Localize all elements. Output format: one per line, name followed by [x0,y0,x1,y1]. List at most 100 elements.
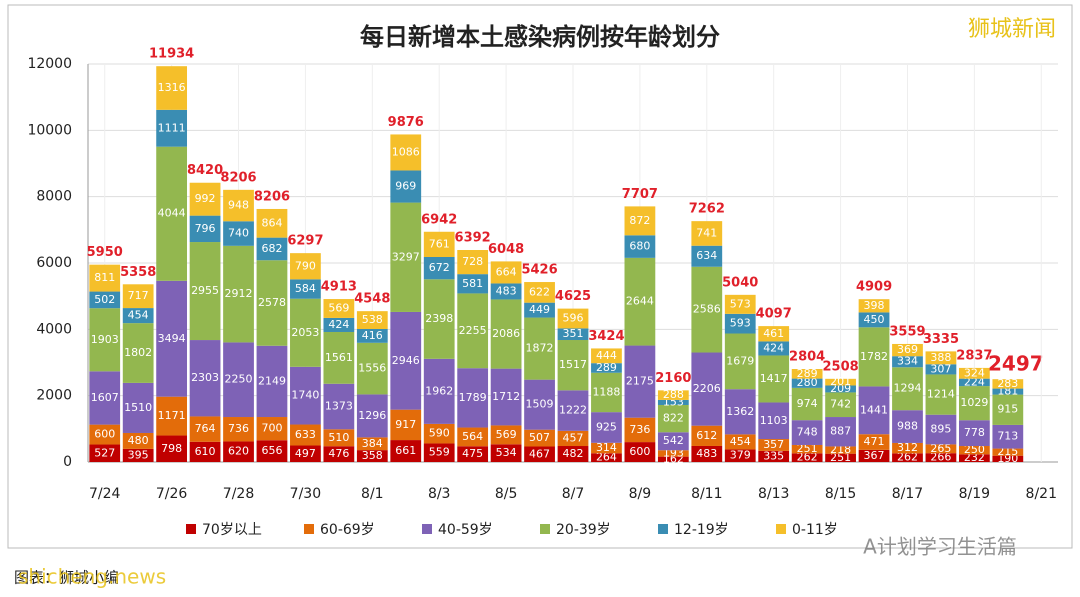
x-tick-label: 8/21 [1026,486,1057,502]
segment-label: 3494 [158,332,186,345]
legend-label: 0-11岁 [792,522,838,538]
segment-label: 864 [261,216,282,229]
segment-label: 1679 [726,354,754,367]
segment-label: 569 [496,428,517,441]
segment-label: 742 [830,398,851,411]
bar-segment [223,441,254,462]
bar-segment [958,378,990,387]
segment-label: 232 [964,451,985,464]
bar-segment [156,280,188,397]
bar-segment [223,417,254,442]
bar-segment [122,432,154,449]
bar-segment [892,453,923,462]
segment-label: 600 [629,445,650,458]
bar-segment [490,261,522,284]
bar-segment [591,412,622,443]
segment-label: 201 [830,375,851,388]
segment-label: 748 [797,426,818,439]
segment-label: 798 [161,442,182,455]
segment-label: 1171 [158,409,186,422]
segment-label: 796 [195,222,216,235]
segment-label: 1316 [158,81,186,94]
bar-segment [591,363,622,373]
bar-segment [423,256,455,280]
segment-label: 307 [930,362,951,375]
legend-swatch [304,524,314,534]
segment-label: 1872 [526,342,554,355]
y-tick-label: 8000 [36,189,72,205]
bar-segment [624,257,656,346]
bar-segment [691,266,723,353]
segment-label: 480 [128,434,149,447]
bar-segment [323,331,355,384]
bar-segment [791,420,823,445]
segment-label: 915 [997,403,1018,416]
source-note: 图表：狮城小编 [14,569,119,587]
total-label: 3335 [923,332,959,347]
bar-segment [791,369,823,379]
legend-swatch [422,524,432,534]
bar-segment [356,394,388,438]
segment-label: 424 [328,318,349,331]
bar-segment [457,274,489,294]
bar-segment [156,66,188,110]
bar-segment [156,146,188,281]
legend-label: 60-69岁 [320,522,375,538]
bar-segment [89,424,121,445]
total-label: 4909 [856,280,892,295]
bar-segment [122,323,154,383]
segment-label: 388 [930,351,951,364]
bar-segment [223,221,254,246]
legend-label: 20-39岁 [556,522,611,538]
segment-label: 1222 [559,404,587,417]
segment-label: 1362 [726,405,754,418]
bar-segment [223,189,254,222]
segment-label: 2303 [191,371,219,384]
bar-segment [958,386,990,421]
segment-label: 262 [897,451,918,464]
segment-label: 2955 [191,284,219,297]
bar-segment [657,450,689,457]
bar-segment [892,356,923,368]
segment-label: 542 [663,434,684,447]
wechat-watermark: A计划学习生活篇 [863,535,1017,559]
bar-segment [290,445,321,462]
segment-label: 1789 [459,391,487,404]
segment-label: 483 [696,447,717,460]
segment-label: 764 [195,422,216,435]
segment-label: 265 [930,442,951,455]
x-tick-label: 7/28 [223,486,254,502]
segment-label: 717 [128,289,149,302]
bar-segment [356,342,388,395]
bar-segment [490,283,522,300]
segment-label: 584 [295,282,316,295]
bar-segment [791,378,823,388]
bar-segment [691,445,723,462]
segment-label: 251 [797,442,818,455]
total-label: 4913 [321,280,357,295]
segment-label: 312 [897,441,918,454]
x-tick-label: 8/19 [959,486,990,502]
bar-segment [223,245,254,343]
total-label: 11934 [149,47,194,62]
segment-label: 872 [629,214,650,227]
bar-segment [524,429,555,447]
bar-segment [189,340,221,417]
total-label: 8206 [254,189,290,204]
segment-label: 476 [328,447,349,460]
segment-label: 822 [663,412,684,425]
bar-segment [892,367,923,411]
segment-label: 483 [496,284,517,297]
bar-segment [256,440,288,462]
segment-label: 2946 [392,354,420,367]
segment-label: 988 [897,420,918,433]
segment-label: 351 [563,327,584,340]
bar-segment [290,366,321,425]
bar-segment [825,378,856,386]
segment-label: 790 [295,259,316,272]
segment-label: 612 [696,429,717,442]
bar-segment [657,390,689,400]
segment-label: 590 [429,427,450,440]
segment-label: 2586 [693,303,721,316]
